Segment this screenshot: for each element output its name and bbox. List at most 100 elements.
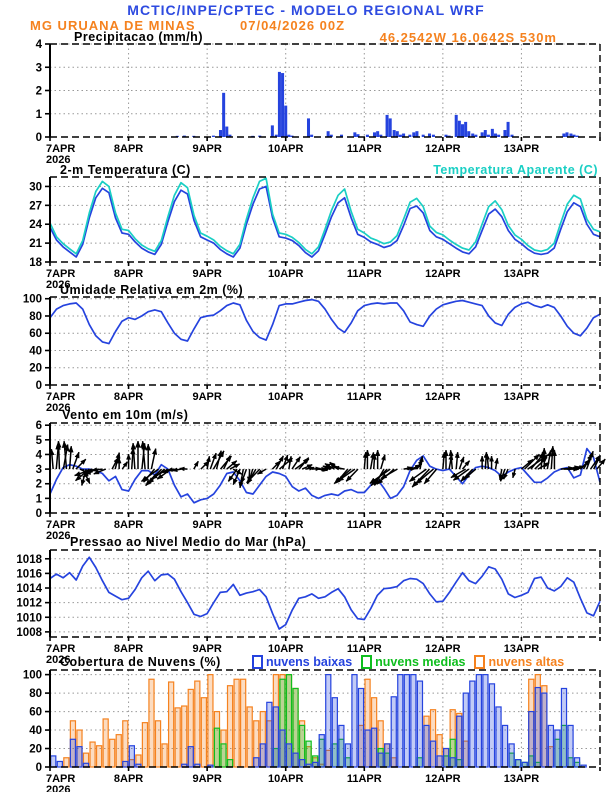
- svg-text:24: 24: [29, 219, 42, 231]
- svg-text:2026: 2026: [46, 654, 70, 666]
- svg-text:13APR: 13APR: [504, 268, 540, 280]
- legend-item-mid-clouds: nuvens medias: [361, 655, 465, 669]
- svg-text:8APR: 8APR: [114, 773, 143, 785]
- svg-text:18: 18: [29, 257, 42, 269]
- rh-line-blue: [49, 298, 601, 345]
- svg-text:2026: 2026: [46, 279, 70, 291]
- svg-text:12APR: 12APR: [425, 519, 461, 531]
- temp-gridlines: [50, 177, 600, 262]
- svg-text:11APR: 11APR: [347, 391, 382, 403]
- cloud-bars-blue: [50, 674, 587, 768]
- panel-title-humidity: Umidade Relativa em 2m (%): [60, 283, 244, 297]
- svg-text:1: 1: [36, 493, 43, 505]
- svg-text:9APR: 9APR: [192, 143, 221, 155]
- svg-text:0: 0: [36, 132, 42, 144]
- svg-text:13APR: 13APR: [504, 391, 540, 403]
- svg-text:13APR: 13APR: [504, 643, 540, 655]
- panel-title-pressure: Pressao ao Nivel Medio do Mar (hPa): [70, 535, 307, 549]
- svg-text:30: 30: [29, 181, 42, 193]
- svg-text:13APR: 13APR: [504, 773, 540, 785]
- svg-text:11APR: 11APR: [347, 519, 382, 531]
- svg-text:12APR: 12APR: [425, 773, 461, 785]
- svg-text:0: 0: [36, 508, 42, 520]
- svg-text:7APR: 7APR: [46, 643, 75, 655]
- svg-text:10APR: 10APR: [268, 143, 304, 155]
- pres-y-axis-labels: 1008 1010 1012 1014 1016 1018: [16, 554, 50, 639]
- mid-clouds-label: nuvens medias: [375, 655, 466, 669]
- pres-line-blue: [49, 556, 601, 630]
- svg-text:3: 3: [36, 464, 42, 476]
- svg-text:40: 40: [29, 345, 42, 357]
- svg-text:0: 0: [36, 380, 42, 392]
- legend-item-low-clouds: nuvens baixas: [252, 655, 352, 669]
- rh-frame: [49, 296, 601, 386]
- svg-text:7APR: 7APR: [46, 143, 75, 155]
- wind-y-axis-labels: 0 1 2 3 4 5 6: [36, 420, 50, 520]
- svg-text:10APR: 10APR: [268, 519, 304, 531]
- svg-text:7APR: 7APR: [46, 268, 75, 280]
- svg-text:10APR: 10APR: [268, 773, 304, 785]
- svg-text:80: 80: [29, 311, 42, 323]
- precip-gridlines: [50, 43, 600, 137]
- svg-text:7APR: 7APR: [46, 773, 75, 785]
- svg-text:0: 0: [36, 762, 42, 774]
- low-clouds-box-icon: [252, 655, 263, 669]
- svg-text:7APR: 7APR: [46, 391, 75, 403]
- svg-text:2026: 2026: [46, 154, 70, 166]
- svg-text:3: 3: [36, 62, 42, 74]
- svg-text:12APR: 12APR: [425, 143, 461, 155]
- panel-title-precipitation: Precipitacao (mm/h): [74, 30, 203, 44]
- svg-text:12APR: 12APR: [425, 643, 461, 655]
- svg-text:60: 60: [29, 707, 42, 719]
- svg-text:7APR: 7APR: [46, 519, 75, 531]
- svg-text:1: 1: [36, 109, 43, 121]
- svg-text:13APR: 13APR: [504, 143, 540, 155]
- svg-text:9APR: 9APR: [192, 268, 221, 280]
- svg-text:100: 100: [23, 294, 42, 306]
- svg-text:2026: 2026: [46, 530, 70, 542]
- svg-text:8APR: 8APR: [114, 268, 143, 280]
- station-coordinates: 46.2542W 16.0642S 530m: [379, 30, 557, 45]
- temp-frame: [49, 176, 601, 263]
- pres-gridlines: [50, 550, 600, 637]
- svg-text:12APR: 12APR: [425, 268, 461, 280]
- high-clouds-label: nuvens altas: [488, 655, 565, 669]
- legend-item-high-clouds: nuvens altas: [474, 655, 564, 669]
- svg-text:11APR: 11APR: [347, 143, 382, 155]
- panel-title-wind: Vento em 10m (m/s): [62, 408, 189, 422]
- clouds-y-axis-labels: 0 20 40 60 80 100: [23, 670, 50, 774]
- svg-text:2026: 2026: [46, 784, 70, 792]
- svg-text:9APR: 9APR: [192, 391, 221, 403]
- svg-text:2026: 2026: [46, 402, 70, 414]
- svg-text:21: 21: [29, 238, 42, 250]
- svg-text:10APR: 10APR: [268, 391, 304, 403]
- svg-text:1010: 1010: [16, 612, 42, 624]
- svg-text:11APR: 11APR: [347, 268, 382, 280]
- rh-y-axis-labels: 0 20 40 60 80 100: [23, 294, 50, 392]
- svg-text:2: 2: [36, 86, 42, 98]
- svg-text:5: 5: [36, 435, 43, 447]
- svg-text:27: 27: [29, 200, 42, 212]
- svg-text:8APR: 8APR: [114, 391, 143, 403]
- svg-text:1008: 1008: [16, 627, 42, 639]
- svg-text:1018: 1018: [16, 554, 42, 566]
- rh-gridlines: [50, 297, 600, 385]
- svg-text:12APR: 12APR: [425, 391, 461, 403]
- svg-text:1016: 1016: [16, 568, 42, 580]
- svg-text:11APR: 11APR: [347, 643, 382, 655]
- panel-title-temperature: 2-m Temperatura (C): [60, 163, 191, 177]
- apparent-temperature-legend: Temperatura Aparente (C): [433, 163, 598, 177]
- temp-line-cyan: [49, 177, 601, 255]
